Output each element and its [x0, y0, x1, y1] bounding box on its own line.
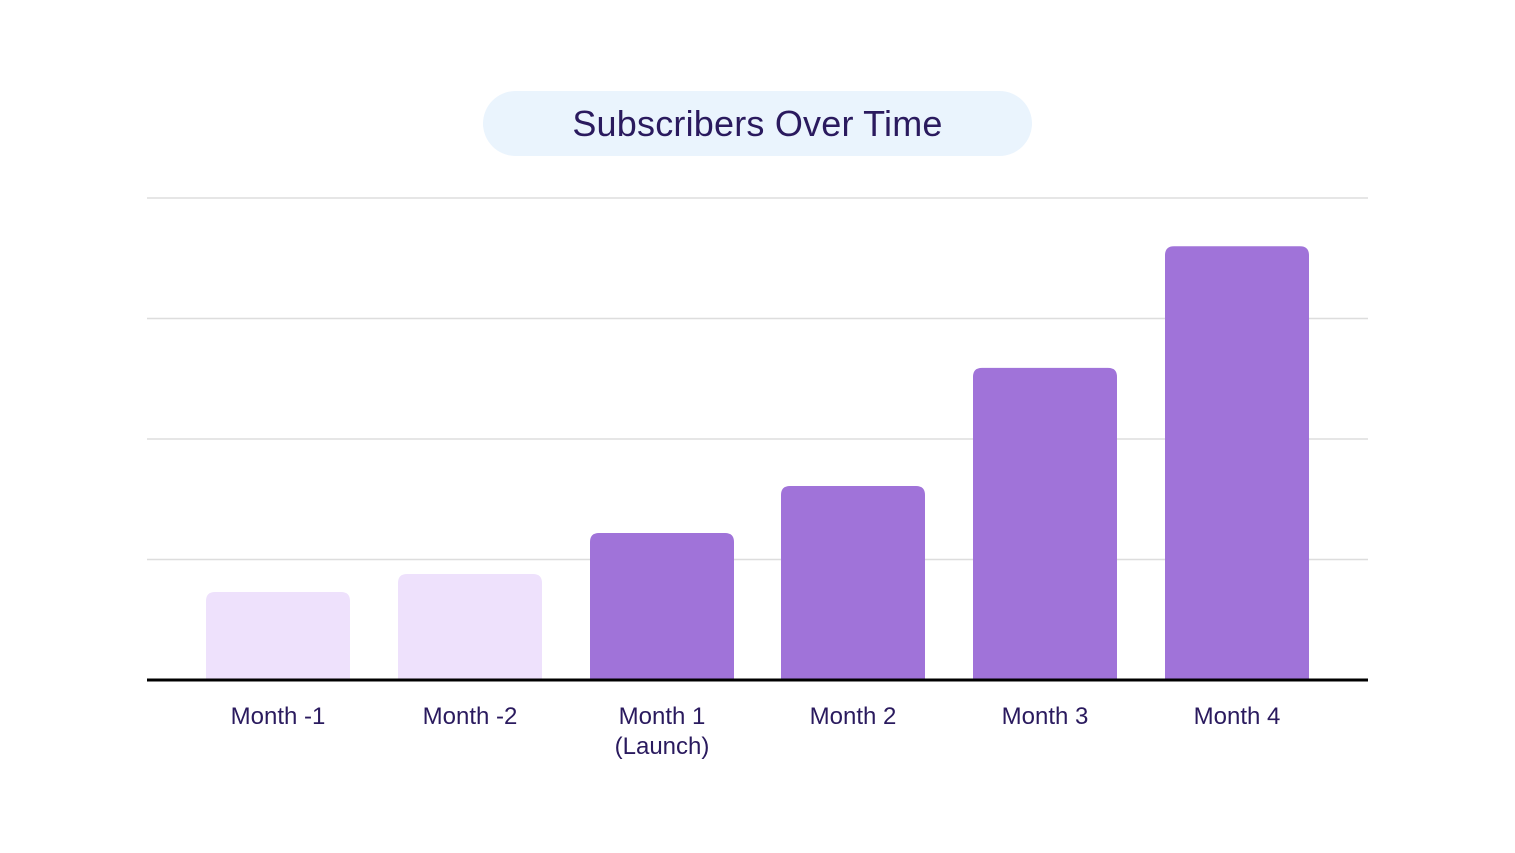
x-tick-label-line: Month 3 [1002, 703, 1089, 730]
x-tick-label-line: Month 1 [619, 703, 706, 730]
chart-title-pill: Subscribers Over Time [483, 91, 1032, 156]
bar [206, 592, 350, 680]
gridlines [147, 197, 1368, 561]
x-tick-label-line: Month -1 [231, 703, 326, 730]
x-tick-label: Month -1 [231, 703, 326, 730]
x-tick-label: Month 3 [1002, 703, 1089, 730]
bars [206, 246, 1309, 680]
bar [1165, 246, 1309, 680]
x-tick-label-line: Month 2 [810, 703, 897, 730]
chart-title: Subscribers Over Time [572, 102, 943, 144]
bar [398, 573, 542, 680]
x-tick-label-line: (Launch) [615, 733, 710, 760]
x-tick-label: Month 4 [1194, 703, 1281, 730]
x-tick-labels: Month -1 Month -2 Month 1 (Launch) Month 2 Mo… [231, 703, 1281, 760]
bar [973, 367, 1117, 680]
x-tick-label: Month -2 [423, 703, 518, 730]
x-tick-label-line: Month 4 [1194, 703, 1281, 730]
x-tick-label: Month 2 [810, 703, 897, 730]
bar [781, 485, 925, 680]
x-tick-label-line: Month -2 [423, 703, 518, 730]
x-tick-label: Month 1 (Launch) [615, 703, 710, 760]
bar [590, 532, 734, 680]
